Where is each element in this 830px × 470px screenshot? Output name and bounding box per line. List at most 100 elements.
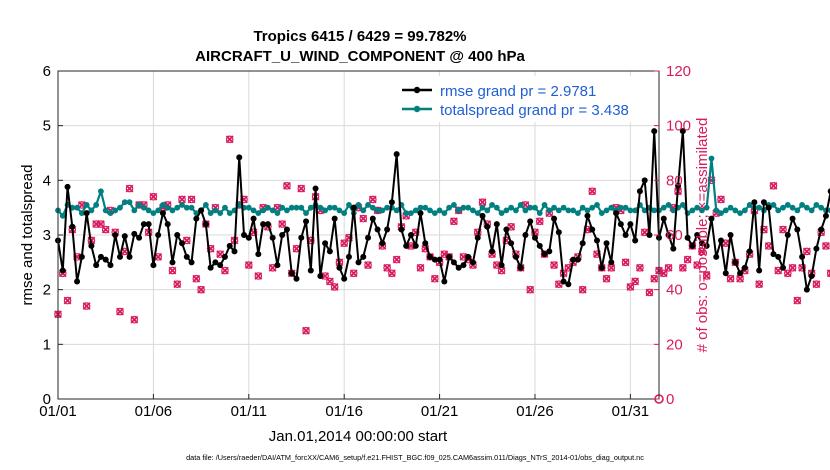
series-point-rmse (498, 262, 505, 269)
obs-marker (635, 263, 644, 272)
series-point-rmse (555, 229, 562, 236)
series-point-rmse (551, 215, 558, 222)
series-point-totalspread (412, 207, 419, 214)
series-point-rmse (117, 253, 124, 260)
y-axis-label-right: # of obs: o=possible; ×=assimilated (694, 118, 711, 353)
series-point-totalspread (160, 202, 166, 208)
series-point-totalspread (288, 204, 295, 211)
series-point-totalspread (827, 207, 830, 214)
series-point-totalspread (403, 210, 410, 217)
series-point-totalspread (145, 207, 152, 214)
series-point-totalspread (174, 204, 181, 211)
footer-data-file: data file: /Users/raeder/DAI/ATM_forcXX/… (186, 453, 644, 462)
series-point-rmse (202, 221, 209, 228)
series-point-totalspread (756, 204, 763, 211)
series-point-totalspread (431, 210, 438, 217)
series-point-rmse (794, 226, 801, 233)
series-point-totalspread (98, 188, 104, 195)
series-point-rmse (546, 248, 553, 255)
series-point-rmse (317, 273, 324, 279)
series-point-totalspread (369, 204, 376, 211)
series-point-totalspread (346, 202, 352, 208)
series-point-totalspread (670, 207, 677, 214)
series-point-totalspread (360, 207, 367, 214)
obs-marker (697, 247, 706, 256)
series-point-totalspread (603, 207, 610, 214)
series-point-rmse (589, 226, 596, 233)
series-point-totalspread (107, 210, 114, 217)
series-point-rmse (718, 237, 725, 244)
series-point-rmse (484, 223, 491, 230)
chart-subtitle: AIRCRAFT_U_WIND_COMPONENT @ 400 hPa (195, 48, 525, 65)
series-point-rmse (789, 215, 796, 222)
series-point-totalspread (183, 204, 190, 211)
series-point-rmse (584, 212, 591, 219)
obs-marker (197, 285, 206, 294)
series-point-rmse (274, 262, 281, 269)
series-point-rmse (536, 242, 543, 249)
series-point-rmse (207, 264, 214, 271)
series-point-rmse (303, 218, 310, 225)
obs-marker (349, 269, 358, 278)
series-point-rmse (365, 234, 372, 241)
series-point-rmse (126, 253, 133, 260)
obs-marker (788, 263, 797, 272)
series-point-rmse (474, 234, 481, 241)
series-point-rmse (775, 253, 782, 260)
obs-marker (416, 263, 425, 272)
y-tick-label-left: 1 (43, 336, 51, 353)
series-point-rmse (784, 232, 791, 238)
series-point-rmse (593, 237, 600, 244)
y-axis-label-left: rmse and totalspread (19, 165, 36, 306)
obs-marker (755, 280, 764, 289)
series-point-rmse (799, 253, 806, 260)
series-point-totalspread (522, 207, 529, 214)
series-point-rmse (360, 253, 367, 260)
series-point-totalspread (222, 204, 228, 211)
series-point-rmse (527, 218, 534, 225)
series-point-totalspread (660, 204, 667, 211)
series-point-rmse (102, 256, 109, 263)
series-point-totalspread (732, 207, 739, 214)
series-point-totalspread (140, 204, 147, 211)
obs-marker (283, 181, 291, 190)
series-point-rmse (613, 210, 620, 217)
series-point-rmse (665, 232, 672, 238)
series-point-totalspread (436, 207, 443, 214)
series-point-rmse (150, 262, 157, 269)
series-point-rmse (412, 242, 419, 249)
series-point-totalspread (417, 204, 424, 211)
series-point-totalspread (317, 204, 324, 211)
series-point-totalspread (641, 207, 648, 214)
obs-marker (387, 269, 396, 278)
x-tick-label: 01/11 (231, 403, 267, 420)
series-point-totalspread (74, 204, 80, 211)
series-point-totalspread (708, 155, 715, 162)
obs-marker (550, 261, 558, 270)
series-point-totalspread (689, 207, 696, 214)
x-tick-label: 01/26 (516, 403, 554, 420)
series-point-totalspread (808, 207, 815, 214)
series-point-totalspread (570, 207, 577, 214)
series-point-rmse (83, 210, 90, 217)
series-point-rmse (822, 212, 829, 219)
series-point-totalspread (121, 199, 128, 206)
series-point-totalspread (746, 202, 753, 208)
series-point-totalspread (722, 207, 729, 214)
obs-marker (297, 184, 306, 193)
obs-marker (602, 274, 611, 283)
series-point-totalspread (541, 202, 548, 208)
series-point-rmse (756, 267, 763, 274)
series-point-totalspread (279, 204, 286, 211)
series-point-rmse (746, 248, 753, 255)
series-point-rmse (336, 264, 343, 271)
series-point-rmse (560, 278, 567, 285)
series-point-rmse (808, 273, 815, 279)
x-tick-label: 01/21 (421, 403, 459, 420)
series-point-rmse (684, 234, 691, 241)
series-point-rmse (708, 215, 715, 222)
series-point-totalspread (632, 207, 639, 214)
series-point-rmse (64, 183, 71, 190)
obs-marker (664, 263, 673, 272)
series-point-rmse (460, 262, 467, 269)
